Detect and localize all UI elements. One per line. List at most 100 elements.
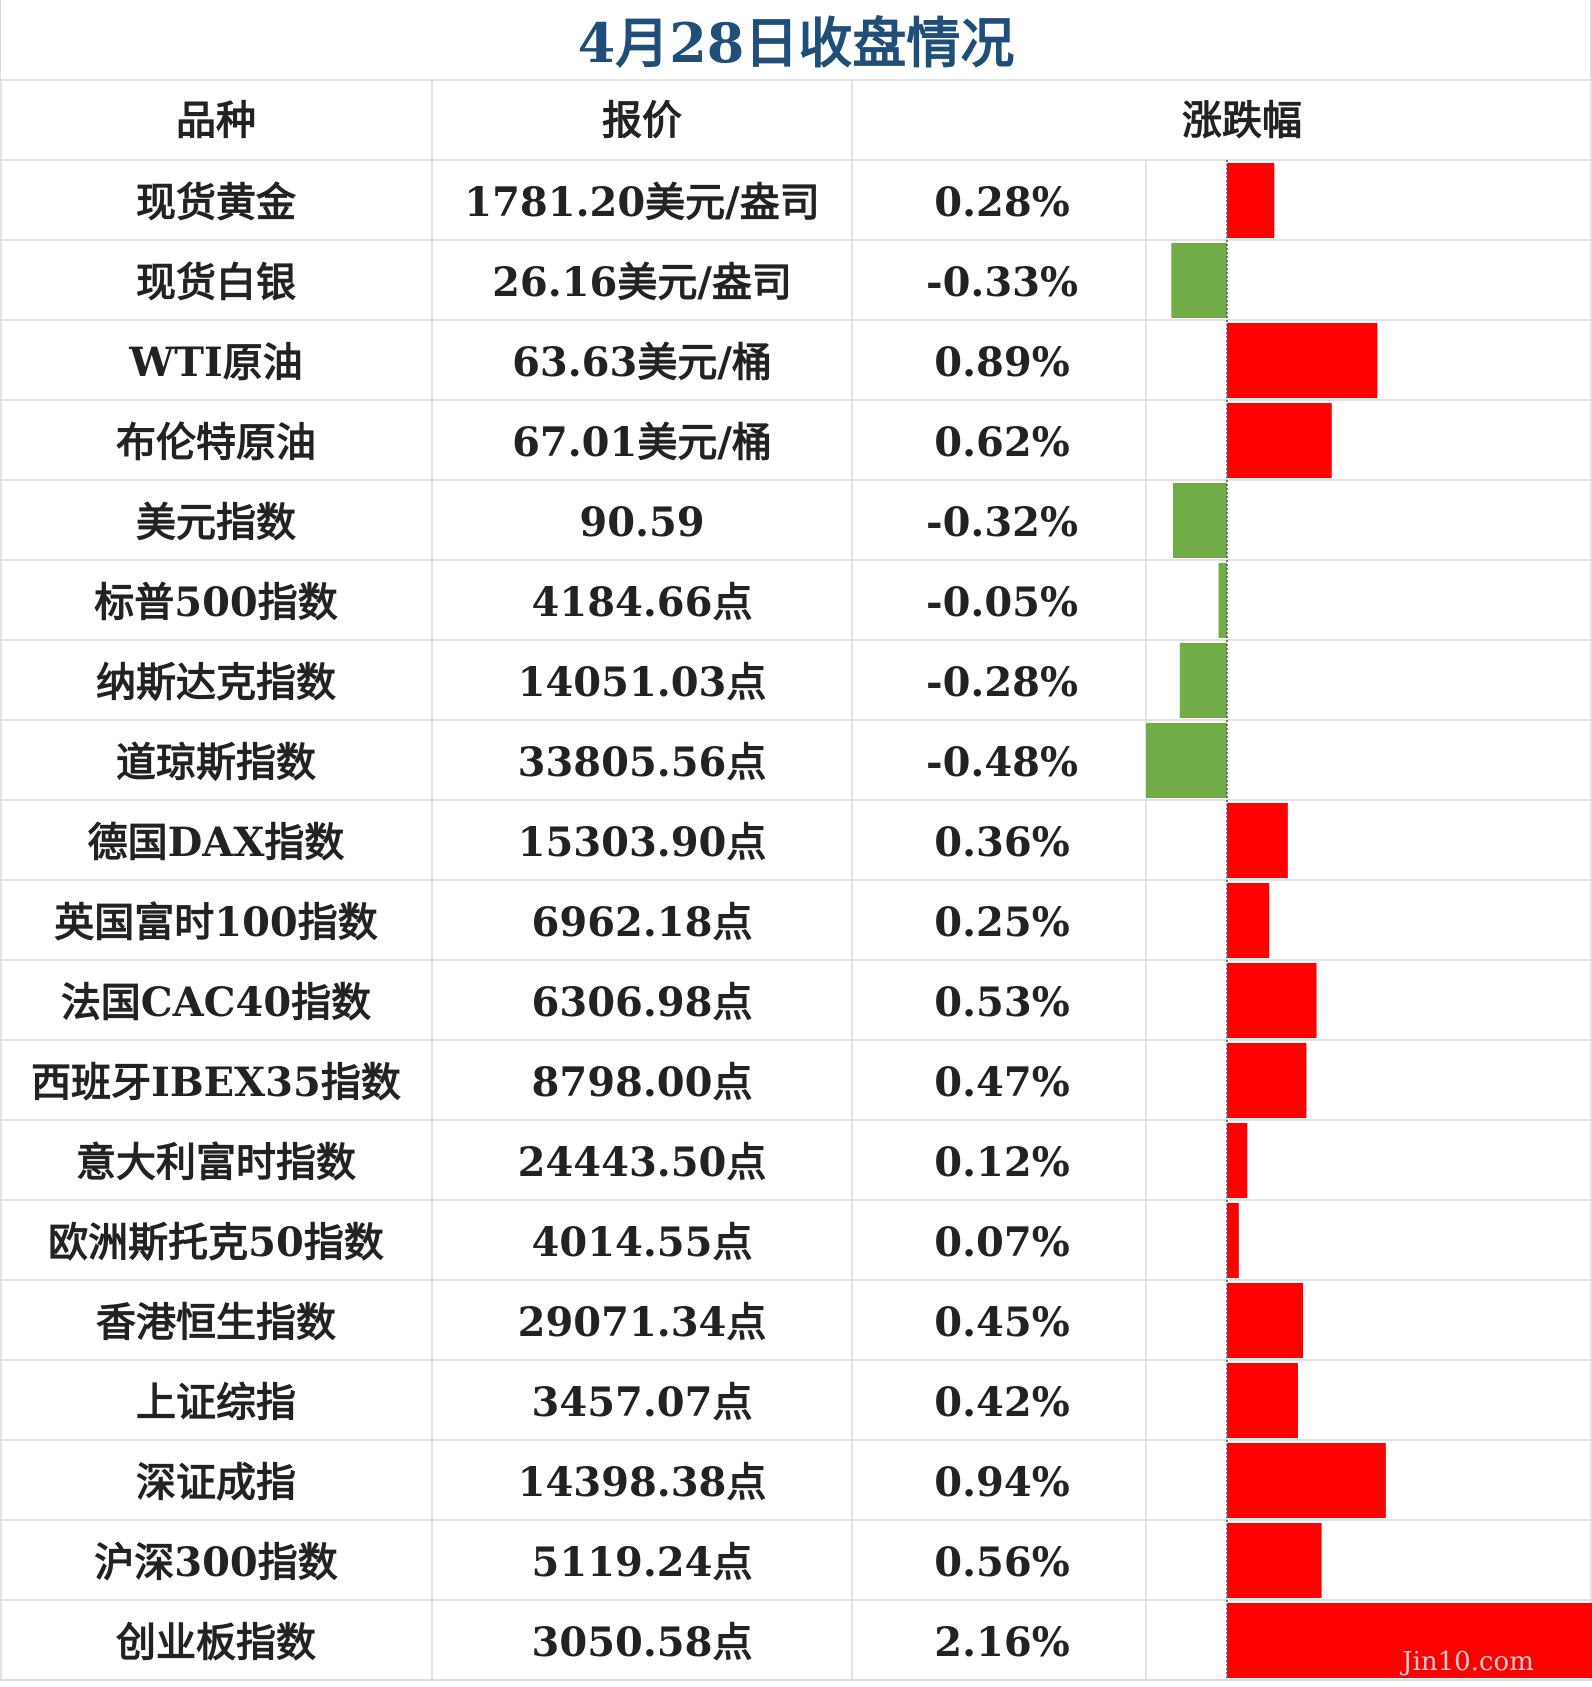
table-row: WTI原油 63.63美元/桶 0.89% [128, 323, 1378, 398]
change-bar [1227, 963, 1317, 1038]
instrument-name: 布伦特原油 [116, 419, 316, 466]
change-bar [1227, 1443, 1386, 1518]
instrument-price: 8798.00点 [532, 1059, 753, 1106]
instrument-price: 63.63美元/桶 [512, 339, 772, 386]
table-row: 布伦特原油 67.01美元/桶 0.62% [116, 403, 1332, 478]
table-row: 沪深300指数 5119.24点 0.56% [94, 1523, 1322, 1598]
table-row: 创业板指数 3050.58点 2.16% [116, 1603, 1592, 1678]
instrument-price: 15303.90点 [518, 819, 767, 866]
change-bar [1179, 643, 1227, 718]
column-header: 涨跌幅 [1182, 97, 1302, 144]
instrument-name: 美元指数 [136, 499, 296, 546]
instrument-price: 6306.98点 [532, 979, 753, 1026]
instrument-name: 意大利富时指数 [76, 1139, 356, 1186]
instrument-price: 24443.50点 [518, 1139, 767, 1186]
instrument-name: 道琼斯指数 [116, 739, 316, 786]
change-label: 0.45% [934, 1299, 1069, 1346]
table-row: 深证成指 14398.38点 0.94% [136, 1443, 1386, 1518]
instrument-price: 4184.66点 [532, 579, 753, 626]
instrument-name: WTI原油 [128, 339, 302, 386]
table-row: 香港恒生指数 29071.34点 0.45% [96, 1283, 1304, 1358]
instrument-name: 纳斯达克指数 [96, 659, 336, 706]
change-bar [1227, 403, 1332, 478]
instrument-name: 英国富时100指数 [54, 899, 378, 946]
table-row: 道琼斯指数 33805.56点 -0.48% [116, 723, 1227, 798]
instrument-name: 标普500指数 [94, 579, 338, 626]
change-bar [1227, 163, 1275, 238]
instrument-price: 3050.58点 [532, 1619, 753, 1666]
instrument-name: 深证成指 [136, 1459, 296, 1506]
table-header: 品种 报价 涨跌幅 [176, 97, 1302, 144]
instrument-name: 香港恒生指数 [96, 1299, 336, 1346]
change-bar [1227, 323, 1378, 398]
table-row: 德国DAX指数 15303.90点 0.36% [88, 803, 1288, 878]
change-label: 0.07% [934, 1219, 1069, 1266]
change-label: 0.28% [934, 179, 1069, 226]
column-header: 报价 [602, 97, 682, 144]
table-row: 标普500指数 4184.66点 -0.05% [94, 563, 1227, 638]
change-bar [1227, 1523, 1322, 1598]
change-bar [1227, 1363, 1298, 1438]
table-row: 英国富时100指数 6962.18点 0.25% [54, 883, 1270, 958]
instrument-price: 6962.18点 [532, 899, 753, 946]
change-bar [1227, 1603, 1592, 1678]
instrument-price: 29071.34点 [518, 1299, 767, 1346]
column-header: 品种 [176, 97, 256, 144]
instrument-price: 33805.56点 [518, 739, 767, 786]
change-label: -0.33% [926, 259, 1078, 306]
change-bar [1146, 723, 1227, 798]
change-label: -0.28% [926, 659, 1078, 706]
change-bar [1227, 1203, 1239, 1278]
instrument-name: 德国DAX指数 [88, 819, 345, 866]
instrument-price: 90.59 [579, 499, 704, 546]
instrument-price: 14398.38点 [518, 1459, 767, 1506]
instrument-price: 3457.07点 [532, 1379, 753, 1426]
table-row: 纳斯达克指数 14051.03点 -0.28% [96, 643, 1227, 718]
table-row: 意大利富时指数 24443.50点 0.12% [76, 1123, 1248, 1198]
instrument-price: 5119.24点 [532, 1539, 753, 1586]
change-label: 0.36% [934, 819, 1069, 866]
change-bar [1227, 1283, 1304, 1358]
instrument-price: 26.16美元/盎司 [492, 259, 792, 306]
change-label: -0.48% [926, 739, 1078, 786]
change-label: 0.62% [934, 419, 1069, 466]
table-row: 欧洲斯托克50指数 4014.55点 0.07% [48, 1203, 1239, 1278]
change-label: 0.94% [934, 1459, 1069, 1506]
change-bar [1173, 483, 1227, 558]
instrument-name: 欧洲斯托克50指数 [48, 1219, 384, 1266]
change-label: -0.05% [926, 579, 1078, 626]
table-body: 现货黄金 1781.20美元/盎司 0.28% 现货白银 26.16美元/盎司 -0.33… [31, 160, 1592, 1680]
table-row: 现货黄金 1781.20美元/盎司 0.28% [136, 163, 1275, 238]
change-bar [1227, 883, 1270, 958]
change-label: 0.42% [934, 1379, 1069, 1426]
instrument-name: 上证综指 [136, 1379, 296, 1426]
table-row: 上证综指 3457.07点 0.42% [136, 1363, 1298, 1438]
table-row: 现货白银 26.16美元/盎司 -0.33% [136, 243, 1227, 318]
table-row: 美元指数 90.59 -0.32% [136, 483, 1227, 558]
change-label: 0.56% [934, 1539, 1069, 1586]
change-label: 2.16% [934, 1619, 1069, 1666]
table-row: 法国CAC40指数 6306.98点 0.53% [61, 963, 1317, 1038]
change-bar [1171, 243, 1227, 318]
instrument-price: 14051.03点 [518, 659, 767, 706]
change-bar [1227, 803, 1288, 878]
change-label: 0.89% [934, 339, 1069, 386]
change-bar [1227, 1123, 1248, 1198]
instrument-name: 现货黄金 [136, 179, 297, 226]
instrument-name: 沪深300指数 [94, 1539, 338, 1586]
instrument-price: 4014.55点 [532, 1219, 753, 1266]
change-bar [1227, 1043, 1307, 1118]
change-label: 0.47% [934, 1059, 1069, 1106]
change-label: 0.25% [934, 899, 1069, 946]
change-label: -0.32% [926, 499, 1078, 546]
instrument-price: 67.01美元/桶 [512, 419, 772, 466]
chart-title: 4月28日收盘情况 [578, 11, 1015, 75]
instrument-name: 法国CAC40指数 [61, 979, 371, 1026]
instrument-price: 1781.20美元/盎司 [464, 179, 820, 226]
change-label: 0.53% [934, 979, 1069, 1026]
change-label: 0.12% [934, 1139, 1069, 1186]
table-row: 西班牙IBEX35指数 8798.00点 0.47% [31, 1043, 1307, 1118]
